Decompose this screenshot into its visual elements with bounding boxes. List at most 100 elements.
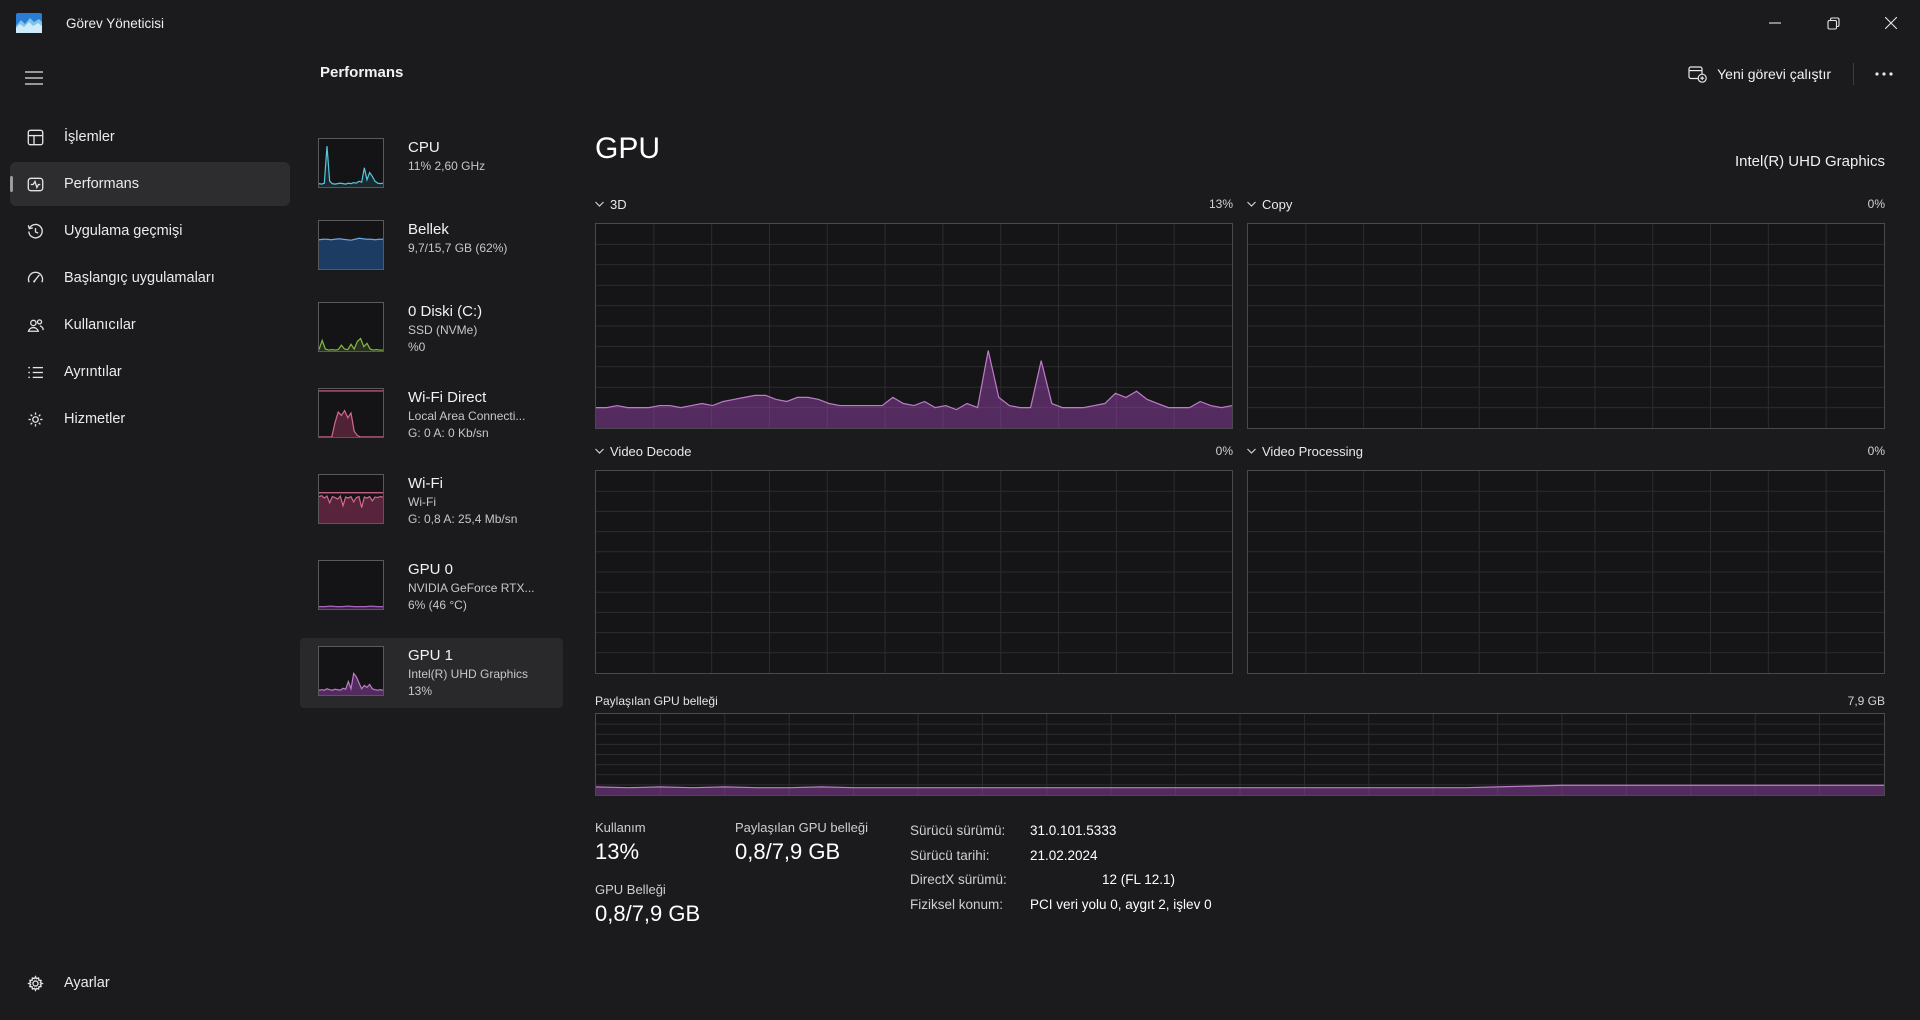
header-actions: Yeni görevi çalıştır [1676,54,1904,94]
sidebar: İşlemler Performans Uygulama geçmişi Baş… [0,46,300,1020]
sidebar-item-label: İşlemler [64,129,115,145]
sidebar-item-label: Uygulama geçmişi [64,223,182,239]
gear-icon [26,974,44,992]
navigation-menu-button[interactable] [14,60,54,96]
detail-label: Sürücü sürümü: [910,819,1030,844]
metric-name: GPU 1 [408,646,528,666]
engine-video-processing-header[interactable]: Video Processing 0% [1247,440,1885,462]
detail-label: DirectX sürümü: [910,868,1030,893]
metric-item-gpu1[interactable]: GPU 1 Intel(R) UHD Graphics 13% [300,638,563,708]
sidebar-item-label: Ayrıntılar [64,364,122,380]
metric-detail: NVIDIA GeForce RTX... [408,580,534,597]
services-icon [26,410,44,428]
gpu-engine-charts: 3D 13% Copy 0% Video Decode 0% [595,193,1885,674]
gpu-driver-details: Sürücü sürümü: 31.0.101.5333 Sürücü tari… [910,819,1212,943]
sidebar-item-label: Başlangıç uygulamaları [64,270,215,286]
engine-copy: Copy 0% [1247,193,1885,429]
metric-detail: SSD (NVMe) [408,322,482,339]
engine-video-processing: Video Processing 0% [1247,440,1885,674]
sidebar-item-details[interactable]: Ayrıntılar [10,350,290,394]
engine-3d-header[interactable]: 3D 13% [595,193,1233,215]
processes-icon [26,128,44,146]
detail-row: Fiziksel konum: PCI veri yolu 0, aygıt 2… [910,893,1212,918]
metric-item-cpu[interactable]: CPU 11% 2,60 GHz [300,130,563,196]
sidebar-item-performance[interactable]: Performans [10,162,290,206]
hamburger-icon [25,71,43,85]
engine-value: 0% [1868,197,1885,211]
metric-detail: 11% 2,60 GHz [408,158,485,175]
performance-icon [26,175,44,193]
disk-mini-chart [318,302,384,352]
page-title: Performans [320,64,403,81]
engine-video-processing-chart [1247,470,1885,674]
task-manager-app-icon [16,13,42,33]
engine-value: 13% [1209,197,1233,211]
new-task-icon [1688,66,1707,83]
engine-3d-chart [595,223,1233,429]
metric-item-gpu0[interactable]: GPU 0 NVIDIA GeForce RTX... 6% (46 °C) [300,552,563,622]
sidebar-item-label: Kullanıcılar [64,317,136,333]
metric-item-wifi-direct[interactable]: Wi-Fi Direct Local Area Connecti... G: 0… [300,380,563,450]
shared-memory-chart [595,713,1885,796]
engine-name: Video Decode [610,444,691,459]
restore-button[interactable] [1804,0,1862,46]
metric-name: CPU [408,138,485,158]
usage-label: Kullanım [595,819,735,837]
metric-item-disk[interactable]: 0 Diski (C:) SSD (NVMe) %0 [300,294,563,364]
sidebar-item-label: Hizmetler [64,411,125,427]
minimize-button[interactable] [1746,0,1804,46]
metric-detail: 13% [408,683,528,700]
engine-video-decode: Video Decode 0% [595,440,1233,674]
sidebar-item-label: Performans [64,176,139,192]
gpu0-mini-chart [318,560,384,610]
sidebar-item-processes[interactable]: İşlemler [10,115,290,159]
engine-video-decode-chart [595,470,1233,674]
performance-metric-list: CPU 11% 2,60 GHz Bellek 9,7/15,7 GB (62%… [300,130,563,724]
gpu-detail-pane: GPU Intel(R) UHD Graphics 3D 13% Copy 0% [595,128,1885,943]
run-new-task-button[interactable]: Yeni görevi çalıştır [1676,58,1843,91]
detail-row: DirectX sürümü: 12 (FL 12.1) [910,868,1212,893]
gpu1-mini-chart [318,646,384,696]
metric-item-memory[interactable]: Bellek 9,7/15,7 GB (62%) [300,212,563,278]
engine-video-decode-header[interactable]: Video Decode 0% [595,440,1233,462]
metric-detail: Local Area Connecti... [408,408,525,425]
shared-memory-max: 7,9 GB [1848,694,1885,708]
engine-copy-header[interactable]: Copy 0% [1247,193,1885,215]
detail-label: Fiziksel konum: [910,893,1030,918]
memory-mini-chart [318,220,384,270]
sidebar-item-startup-apps[interactable]: Başlangıç uygulamaları [10,256,290,300]
sidebar-item-services[interactable]: Hizmetler [10,397,290,441]
restore-icon [1827,17,1840,30]
sidebar-item-settings[interactable]: Ayarlar [10,961,290,1005]
sidebar-item-app-history[interactable]: Uygulama geçmişi [10,209,290,253]
chevron-down-icon [1247,201,1256,207]
sidebar-nav: İşlemler Performans Uygulama geçmişi Baş… [0,112,300,444]
details-icon [26,363,44,381]
cpu-mini-chart [318,138,384,188]
detail-row: Sürücü tarihi: 21.02.2024 [910,844,1212,869]
metric-item-wifi[interactable]: Wi-Fi Wi-Fi G: 0,8 A: 25,4 Mb/sn [300,466,563,536]
shared-memory-label: Paylaşılan GPU belleği [595,694,718,708]
engine-name: 3D [610,197,627,212]
detail-value: 31.0.101.5333 [1030,819,1116,844]
more-options-button[interactable] [1864,57,1904,91]
metric-name: Wi-Fi [408,474,517,494]
metric-detail: Wi-Fi [408,494,517,511]
sidebar-item-users[interactable]: Kullanıcılar [10,303,290,347]
metric-detail: G: 0 A: 0 Kb/sn [408,425,525,442]
gpu-stats: Kullanım 13% GPU Belleği 0,8/7,9 GB Payl… [595,819,1885,943]
detail-value: PCI veri yolu 0, aygıt 2, işlev 0 [1030,893,1212,918]
metric-name: Bellek [408,220,507,240]
header-divider [1853,63,1854,85]
close-button[interactable] [1862,0,1920,46]
minimize-icon [1769,17,1781,29]
run-new-task-label: Yeni görevi çalıştır [1717,66,1831,82]
wifi-mini-chart [318,474,384,524]
chevron-down-icon [595,201,604,207]
detail-value: 12 (FL 12.1) [1102,868,1175,893]
close-icon [1885,17,1897,29]
titlebar: Görev Yöneticisi [0,0,1920,46]
metric-detail: 6% (46 °C) [408,597,534,614]
engine-3d: 3D 13% [595,193,1233,429]
metric-detail: G: 0,8 A: 25,4 Mb/sn [408,511,517,528]
